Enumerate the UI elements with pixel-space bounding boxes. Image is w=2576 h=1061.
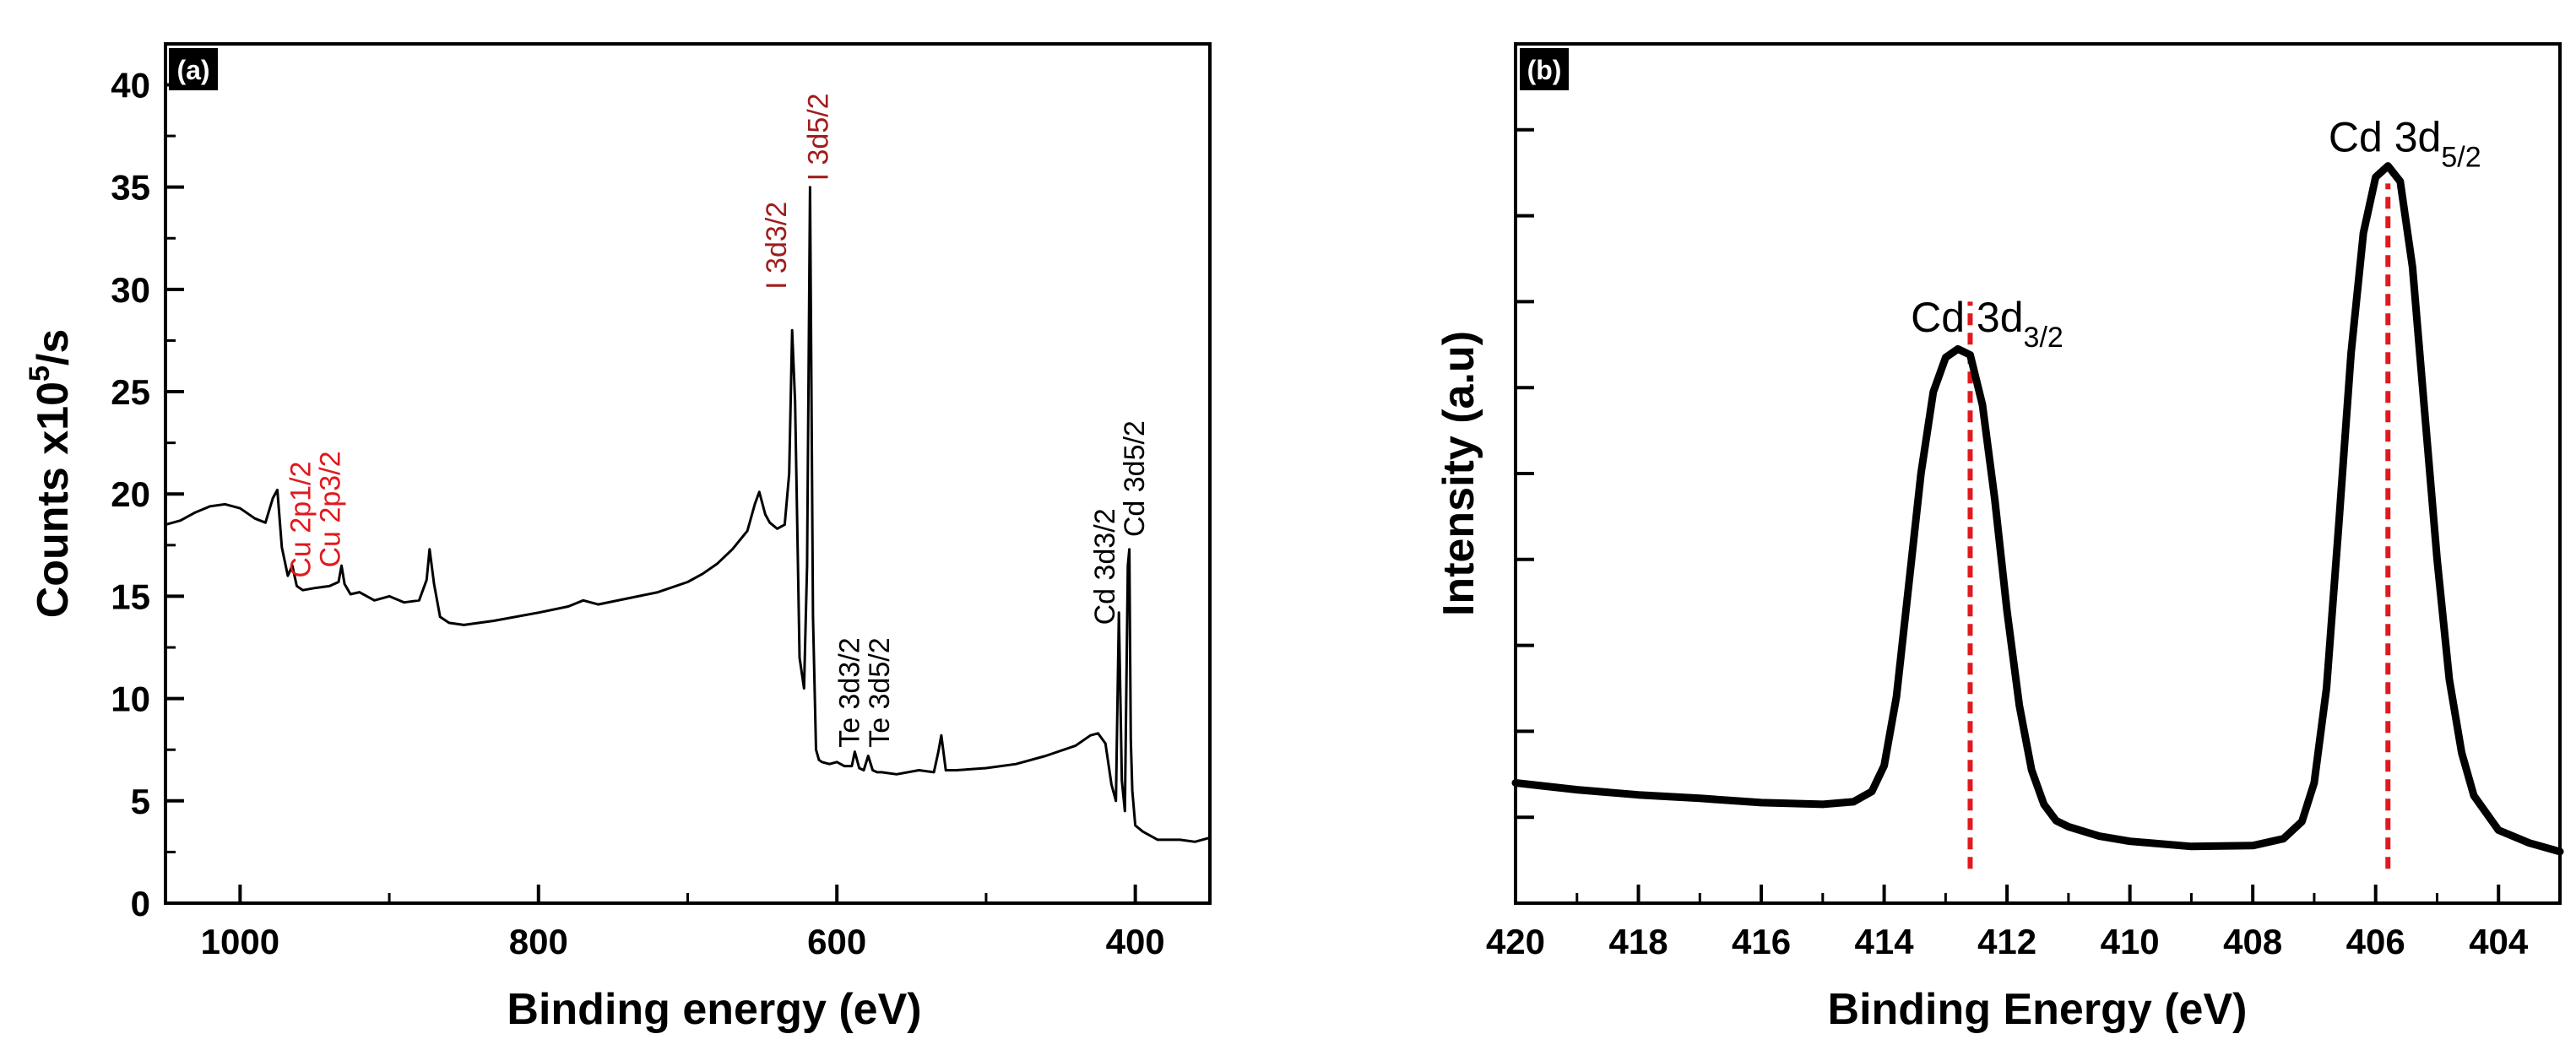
panel-a-y-axis-title-prefix: Counts x10	[29, 382, 78, 618]
panel-b-x-tick-label: 418	[1608, 922, 1668, 961]
panel-a-x-tick-label: 1000	[201, 922, 279, 961]
panel-a-y-axis-title-exponent: 5	[24, 365, 56, 382]
panel-a-y-tick-label: 10	[111, 679, 150, 719]
panel-a-peak-annotation: I 3d5/2	[803, 93, 835, 181]
panel-a-annotations: Cu 2p1/2Cu 2p3/2 I 3d3/2 I 3d5/2 Te 3d3/2Te…	[285, 93, 1151, 747]
panel-a-series-line	[165, 186, 1211, 843]
panel-a-peak-annotation: I 3d3/2	[761, 202, 793, 290]
panel-b-x-tick-label: 420	[1486, 922, 1545, 961]
panel-a-y-axis-title: Counts x105/s	[24, 329, 78, 619]
panel-a-peak-annotation: Cd 3d3/2	[1089, 508, 1121, 625]
panel-b-y-axis	[1516, 42, 1534, 905]
panel-b-y-axis-title: Intensity (a.u)	[1434, 331, 1483, 616]
panel-b-x-tick-label: 410	[2101, 922, 2160, 961]
panel-a-y-axis-title-suffix: /s	[29, 329, 78, 365]
panel-a-x-tick-label: 800	[509, 922, 568, 961]
panel-a-label-box: (a)	[169, 48, 218, 90]
panel-a-y-tick-label: 40	[111, 65, 150, 105]
panel-b-x-tick-label: 404	[2469, 922, 2529, 961]
panel-a-peak-annotation: Te 3d5/2	[864, 637, 896, 747]
panel-a-x-tick-label: 400	[1106, 922, 1165, 961]
panel-a-x-axis: 1000 800 600 400	[201, 885, 1165, 961]
panel-b-x-axis: 420 418 416 414 412 410 408 406 404	[1486, 885, 2529, 961]
panel-a-y-tick-label: 30	[111, 270, 150, 310]
panel-b-reference-lines	[1967, 183, 2391, 869]
panel-b-x-tick-label: 416	[1732, 922, 1791, 961]
panel-a-peak-annotation: Cu 2p3/2	[315, 451, 347, 567]
panel-b-annotations: Cd 3d3/2 Cd 3d5/2	[1911, 113, 2481, 354]
panel-a-peak-annotation: Cd 3d5/2	[1119, 420, 1151, 537]
panel-b-peak-annotation: Cd 3d3/2	[1911, 294, 2064, 354]
panel-b-plot-frame	[1514, 42, 2562, 905]
panel-b-x-tick-label: 414	[1855, 922, 1915, 961]
panel-b-cd3d-chart: 420 418 416 414 412 410 408 406 404 Cd 3d3/2Cd 3…	[1434, 42, 2564, 1034]
panel-b-label-box: (b)	[1520, 48, 1569, 90]
panel-b-peak-annotation: Cd 3d5/2	[2329, 113, 2481, 173]
panel-a-y-tick-label: 15	[111, 577, 150, 616]
panel-a-y-axis: 0 5 10 15 20 25 30 35 40	[111, 65, 184, 923]
panel-b-x-tick-label: 406	[2346, 922, 2405, 961]
panel-a-y-tick-label: 0	[131, 884, 150, 923]
panel-a-x-tick-label: 600	[807, 922, 866, 961]
panel-b-label: (b)	[1527, 55, 1562, 85]
panel-b-x-axis-title: Binding Energy (eV)	[1828, 985, 2248, 1034]
panel-a-label: (a)	[176, 55, 209, 85]
panel-b-x-tick-label: 412	[1977, 922, 2036, 961]
panel-a-y-tick-label: 20	[111, 474, 150, 514]
panel-a-plot-area	[165, 186, 1211, 843]
panel-a-y-tick-label: 5	[131, 782, 150, 821]
panel-b-x-tick-label: 408	[2223, 922, 2282, 961]
panel-a-y-tick-label: 35	[111, 168, 150, 208]
panel-a-peak-annotation: Cu 2p1/2	[285, 462, 317, 578]
panel-a-x-axis-title: Binding energy (eV)	[507, 985, 921, 1034]
panel-a-peak-annotation: Te 3d3/2	[834, 637, 866, 747]
panel-b-series-line	[1511, 162, 2564, 856]
panel-a-y-tick-label: 25	[111, 372, 150, 412]
